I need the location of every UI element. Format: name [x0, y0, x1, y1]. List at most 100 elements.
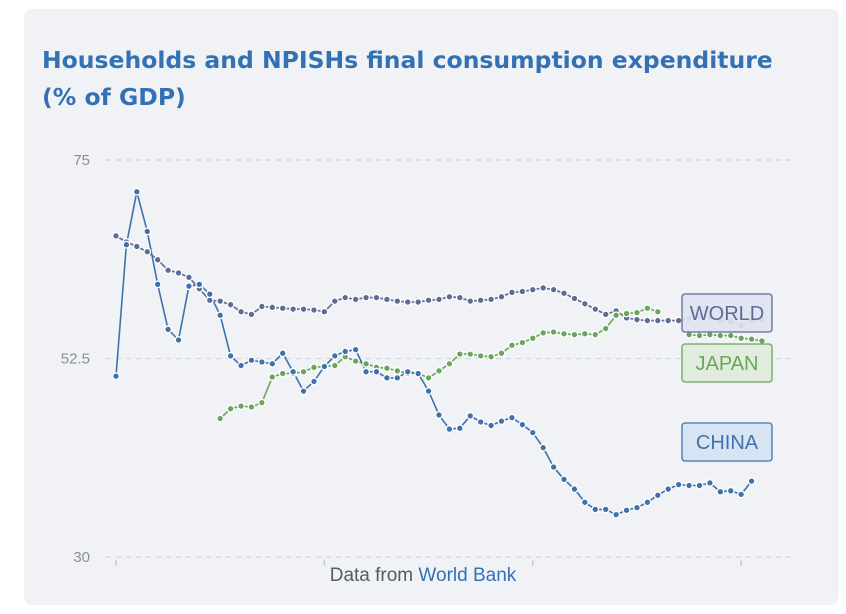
point-world-2005[interactable]: [580, 299, 589, 308]
point-world-1971[interactable]: [226, 300, 235, 309]
point-china-1981[interactable]: [330, 351, 339, 360]
point-china-1989[interactable]: [414, 369, 423, 378]
point-china-2003[interactable]: [560, 475, 568, 484]
point-china-1966[interactable]: [174, 336, 183, 344]
point-japan-1996[interactable]: [487, 352, 496, 361]
point-china-1980[interactable]: [320, 362, 329, 371]
point-japan-1971[interactable]: [226, 404, 235, 413]
point-china-2001[interactable]: [539, 443, 548, 452]
point-world-1990[interactable]: [424, 296, 433, 305]
point-japan-2007[interactable]: [601, 324, 610, 333]
point-china-2005[interactable]: [580, 498, 589, 507]
point-china-1971[interactable]: [226, 351, 235, 360]
point-japan-1995[interactable]: [476, 351, 485, 360]
point-world-1991[interactable]: [435, 295, 443, 304]
point-japan-1993[interactable]: [455, 350, 464, 359]
point-china-1978[interactable]: [299, 387, 308, 396]
point-china-1973[interactable]: [247, 356, 256, 365]
point-china-1963[interactable]: [143, 227, 152, 236]
point-china-2021[interactable]: [747, 477, 756, 486]
point-china-2000[interactable]: [528, 428, 537, 437]
point-japan-1999[interactable]: [518, 338, 527, 347]
point-china-2009[interactable]: [622, 506, 631, 515]
point-world-2010[interactable]: [633, 315, 641, 324]
point-world-2000[interactable]: [528, 285, 537, 294]
point-japan-2003[interactable]: [560, 329, 568, 338]
point-world-1978[interactable]: [299, 305, 308, 314]
point-japan-1986[interactable]: [382, 364, 391, 373]
point-world-2014[interactable]: [674, 316, 683, 325]
point-world-1983[interactable]: [351, 295, 360, 304]
point-china-1974[interactable]: [257, 358, 266, 366]
point-world-1972[interactable]: [237, 307, 245, 316]
point-world-1960[interactable]: [112, 231, 120, 240]
point-japan-1991[interactable]: [435, 366, 443, 375]
point-china-2017[interactable]: [705, 478, 714, 487]
point-japan-1997[interactable]: [497, 349, 506, 358]
point-china-2007[interactable]: [601, 505, 610, 514]
point-world-2006[interactable]: [591, 305, 600, 314]
point-china-2013[interactable]: [664, 485, 673, 494]
point-world-1997[interactable]: [497, 292, 506, 301]
point-china-1992[interactable]: [445, 425, 454, 434]
point-china-1972[interactable]: [237, 361, 245, 370]
point-china-1984[interactable]: [362, 367, 371, 376]
point-japan-2010[interactable]: [633, 308, 641, 317]
point-japan-2006[interactable]: [591, 330, 600, 339]
point-world-1993[interactable]: [455, 293, 464, 302]
point-world-1994[interactable]: [466, 297, 475, 306]
point-japan-1984[interactable]: [362, 359, 371, 368]
point-japan-2008[interactable]: [612, 311, 621, 320]
point-world-2011[interactable]: [643, 316, 652, 325]
point-japan-2020[interactable]: [737, 334, 746, 343]
point-japan-2011[interactable]: [643, 304, 652, 313]
point-china-1965[interactable]: [164, 325, 173, 334]
point-world-1988[interactable]: [403, 298, 412, 306]
point-china-1967[interactable]: [184, 282, 193, 291]
point-japan-1990[interactable]: [424, 373, 433, 382]
point-japan-1976[interactable]: [278, 369, 287, 378]
point-china-1976[interactable]: [278, 349, 287, 358]
point-china-2016[interactable]: [695, 481, 704, 490]
point-japan-2022[interactable]: [758, 336, 766, 345]
point-china-1964[interactable]: [153, 280, 162, 289]
point-china-2010[interactable]: [633, 503, 641, 512]
point-world-2004[interactable]: [570, 294, 579, 303]
point-japan-1972[interactable]: [237, 402, 245, 411]
point-japan-2012[interactable]: [653, 307, 662, 316]
point-china-1995[interactable]: [476, 418, 485, 426]
point-japan-1998[interactable]: [507, 341, 516, 350]
point-world-1980[interactable]: [320, 307, 329, 316]
point-china-1979[interactable]: [310, 377, 318, 386]
point-world-2013[interactable]: [664, 316, 673, 325]
point-china-1987[interactable]: [393, 373, 402, 382]
point-world-1975[interactable]: [268, 303, 277, 312]
point-world-1986[interactable]: [382, 295, 391, 304]
point-world-1979[interactable]: [310, 306, 318, 314]
point-china-2014[interactable]: [674, 480, 683, 489]
point-china-1961[interactable]: [122, 240, 131, 249]
point-world-1992[interactable]: [445, 292, 454, 301]
point-world-1974[interactable]: [257, 302, 266, 311]
point-japan-2000[interactable]: [528, 334, 537, 343]
point-world-1965[interactable]: [164, 266, 173, 275]
point-china-2002[interactable]: [549, 463, 558, 471]
point-world-1977[interactable]: [289, 305, 298, 314]
point-china-2012[interactable]: [653, 491, 662, 500]
point-world-2003[interactable]: [560, 289, 568, 298]
point-japan-1973[interactable]: [247, 403, 256, 411]
point-world-1996[interactable]: [487, 295, 496, 304]
point-world-1963[interactable]: [143, 247, 152, 256]
point-china-1983[interactable]: [351, 345, 360, 354]
point-china-1988[interactable]: [403, 367, 412, 376]
point-china-1991[interactable]: [435, 411, 443, 419]
point-world-1981[interactable]: [330, 297, 339, 306]
point-china-1990[interactable]: [424, 387, 433, 396]
point-china-1993[interactable]: [455, 424, 464, 433]
point-china-2018[interactable]: [716, 487, 725, 496]
point-japan-1983[interactable]: [351, 357, 360, 366]
point-japan-1970[interactable]: [216, 414, 225, 423]
point-china-1960[interactable]: [112, 372, 120, 381]
point-japan-1994[interactable]: [466, 350, 475, 359]
point-japan-2001[interactable]: [539, 328, 548, 337]
